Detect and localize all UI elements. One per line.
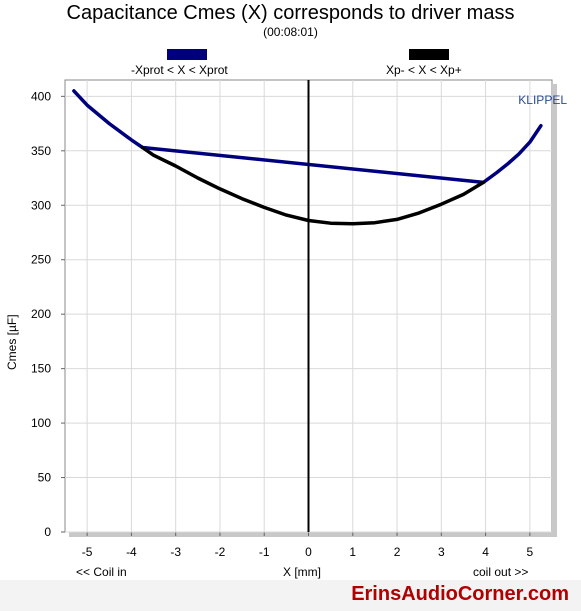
plot-shadow-bottom bbox=[69, 532, 557, 537]
y-tick-label: 350 bbox=[31, 144, 51, 158]
legend-swatch-xprot bbox=[167, 49, 207, 60]
y-tick-label: 0 bbox=[44, 525, 51, 539]
x-axis-label: X [mm] bbox=[283, 565, 321, 579]
chart-title: Capacitance Cmes (X) corresponds to driv… bbox=[66, 2, 515, 24]
x-tick-label: -5 bbox=[82, 545, 93, 559]
site-banner bbox=[0, 580, 581, 611]
y-tick-label: 400 bbox=[31, 89, 51, 103]
y-tick-label: 250 bbox=[31, 253, 51, 267]
y-tick-label: 300 bbox=[31, 198, 51, 212]
x-tick-label: -3 bbox=[170, 545, 181, 559]
y-tick-label: 150 bbox=[31, 362, 51, 376]
legend-swatch-xp bbox=[409, 49, 449, 60]
x-tick-label: -1 bbox=[259, 545, 270, 559]
x-tick-label: -4 bbox=[126, 545, 137, 559]
x-tick-label: 5 bbox=[527, 545, 534, 559]
chart-subtitle: (00:08:01) bbox=[263, 25, 318, 39]
series-line-1 bbox=[140, 145, 486, 226]
x-tick-label: 3 bbox=[438, 545, 445, 559]
x-tick-label: 1 bbox=[349, 545, 356, 559]
y-tick-label: 200 bbox=[31, 307, 51, 321]
site-banner-text[interactable]: ErinsAudioCorner.com bbox=[351, 583, 569, 605]
y-tick-label: 100 bbox=[31, 416, 51, 430]
plot-shadow-right bbox=[552, 84, 557, 536]
x-tick-label: 4 bbox=[482, 545, 489, 559]
y-tick-label: 50 bbox=[38, 471, 52, 485]
legend-label-xp: Xp- < X < Xp+ bbox=[386, 63, 462, 77]
x-tick-label: 0 bbox=[305, 545, 312, 559]
x-tick-label: -2 bbox=[215, 545, 226, 559]
x-tick-label: 2 bbox=[394, 545, 401, 559]
legend-label-xprot: -Xprot < X < Xprot bbox=[131, 63, 228, 77]
y-axis-label: Cmes [µF] bbox=[5, 314, 19, 370]
coil-in-note: << Coil in bbox=[76, 565, 127, 579]
coil-out-note: coil out >> bbox=[473, 565, 529, 579]
klippel-watermark: KLIPPEL bbox=[518, 93, 567, 107]
